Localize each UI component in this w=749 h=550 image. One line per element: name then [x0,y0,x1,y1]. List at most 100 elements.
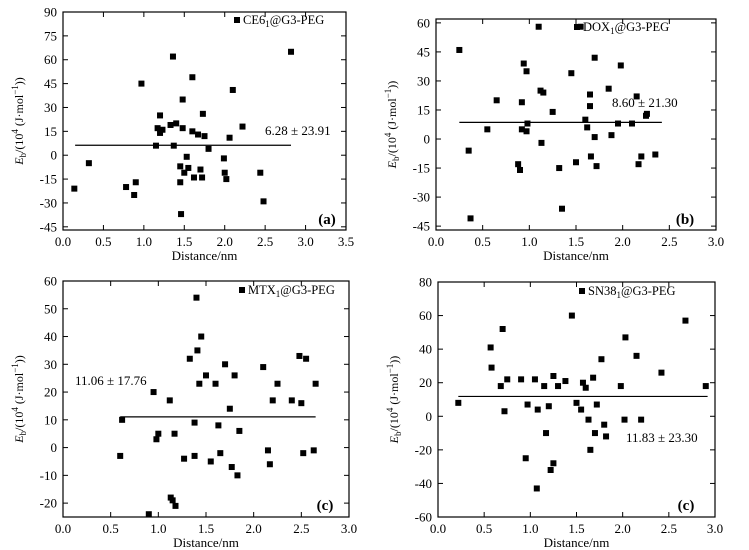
panel-label: (c) [317,498,334,514]
data-point [178,211,185,218]
plot-frame [435,18,717,231]
x-tick-label: 3.0 [341,521,357,536]
y-tick-label: 45 [417,44,430,59]
data-point [190,174,197,181]
y-axis-label: Eb/(104 (J·mol−1)) [385,356,403,445]
data-point [573,159,579,166]
x-tick-label: 2.0 [615,234,631,249]
data-point [568,312,575,319]
y-axis-label: Eb/(104 (J·mol−1)) [10,355,28,444]
data-point [179,96,186,103]
data-point [497,383,504,390]
data-point [220,155,227,162]
data-point [559,205,565,212]
y-tick-label: 60 [419,308,432,323]
data-point [132,179,139,186]
data-point [587,91,593,98]
data-point [549,108,556,115]
data-point [145,511,152,518]
x-tick-label: 0.5 [103,521,119,536]
data-point [138,80,145,87]
x-tick-label: 3.0 [297,234,313,249]
data-point [605,85,612,92]
data-point [169,53,176,60]
data-point [191,419,198,426]
legend-marker [234,17,240,23]
data-point [226,405,233,412]
data-point [215,422,222,429]
data-point [562,378,569,385]
y-tick-label: 90 [44,5,57,20]
x-tick-label: 3.0 [707,521,723,536]
x-tick-label: 1.5 [198,521,214,536]
data-point [524,120,531,127]
data-point [274,380,281,387]
y-tick-label: -30 [40,195,57,210]
y-tick-label: 30 [44,100,57,115]
data-point [229,86,236,93]
data-point [207,458,214,465]
data-point [522,455,529,462]
data-point [638,153,645,160]
data-point [543,430,550,437]
data-point [523,128,530,135]
legend-label: CE61@G3-PEG [243,13,324,29]
data-point [608,132,615,139]
y-tick-label: -15 [413,161,430,176]
data-point [603,433,610,440]
data-point [487,344,494,351]
y-tick-label: -30 [413,190,430,205]
data-point [303,355,310,362]
y-tick-label: 60 [417,15,430,30]
data-point [152,142,159,149]
data-point [131,191,138,198]
data-point [288,48,295,55]
data-point [541,383,548,390]
x-tick-label: 1.5 [176,234,192,249]
data-point [199,110,206,117]
data-point [221,169,228,176]
x-tick-label: 2.5 [661,234,677,249]
data-point [584,124,591,131]
data-point [535,23,542,30]
data-point [312,380,319,387]
data-point [257,169,264,176]
data-point [189,74,196,81]
data-point [533,485,540,492]
data-point [531,376,538,383]
y-axis-label: Eb/(104 (J·mol−1)) [10,77,28,166]
data-point [617,62,624,69]
legend-marker [579,288,585,294]
data-point [223,176,230,183]
y-tick-label: 75 [44,28,57,43]
y-tick-label: 40 [44,329,57,344]
data-point [590,374,597,381]
legend-label: DOX1@G3-PEG [583,20,669,36]
mean-value-label: 6.28 ± 23.91 [265,123,331,138]
data-point [228,464,235,471]
panel-a: 0.0 0.5 1.0 1.5 2.0 2.5 3.0 3.5 -45 -30 -15 0 15 30 45… [10,5,354,264]
y-tick-label: 0 [51,440,58,455]
data-point [169,497,176,504]
y-axis-label: Eb/(104 (J·mol−1)) [383,81,401,170]
x-tick-label: 0.5 [95,234,111,249]
data-point [150,389,157,396]
data-point [629,120,635,127]
y-tick-label: -45 [413,219,430,234]
mean-value-label: 8.60 ± 21.30 [612,95,678,110]
data-point [501,408,508,415]
x-tick-label: 2.0 [217,234,233,249]
data-point [198,333,205,340]
data-point [499,326,506,332]
data-point [593,401,600,408]
panel-label: (b) [676,212,694,228]
data-point [296,352,303,359]
data-point [288,397,295,404]
x-tick-label: 1.0 [136,234,152,249]
data-point [300,450,307,457]
y-tick-label: -40 [415,476,432,491]
data-point [167,121,174,128]
y-tick-label: 60 [44,274,57,289]
y-tick-label: 0 [51,148,58,163]
